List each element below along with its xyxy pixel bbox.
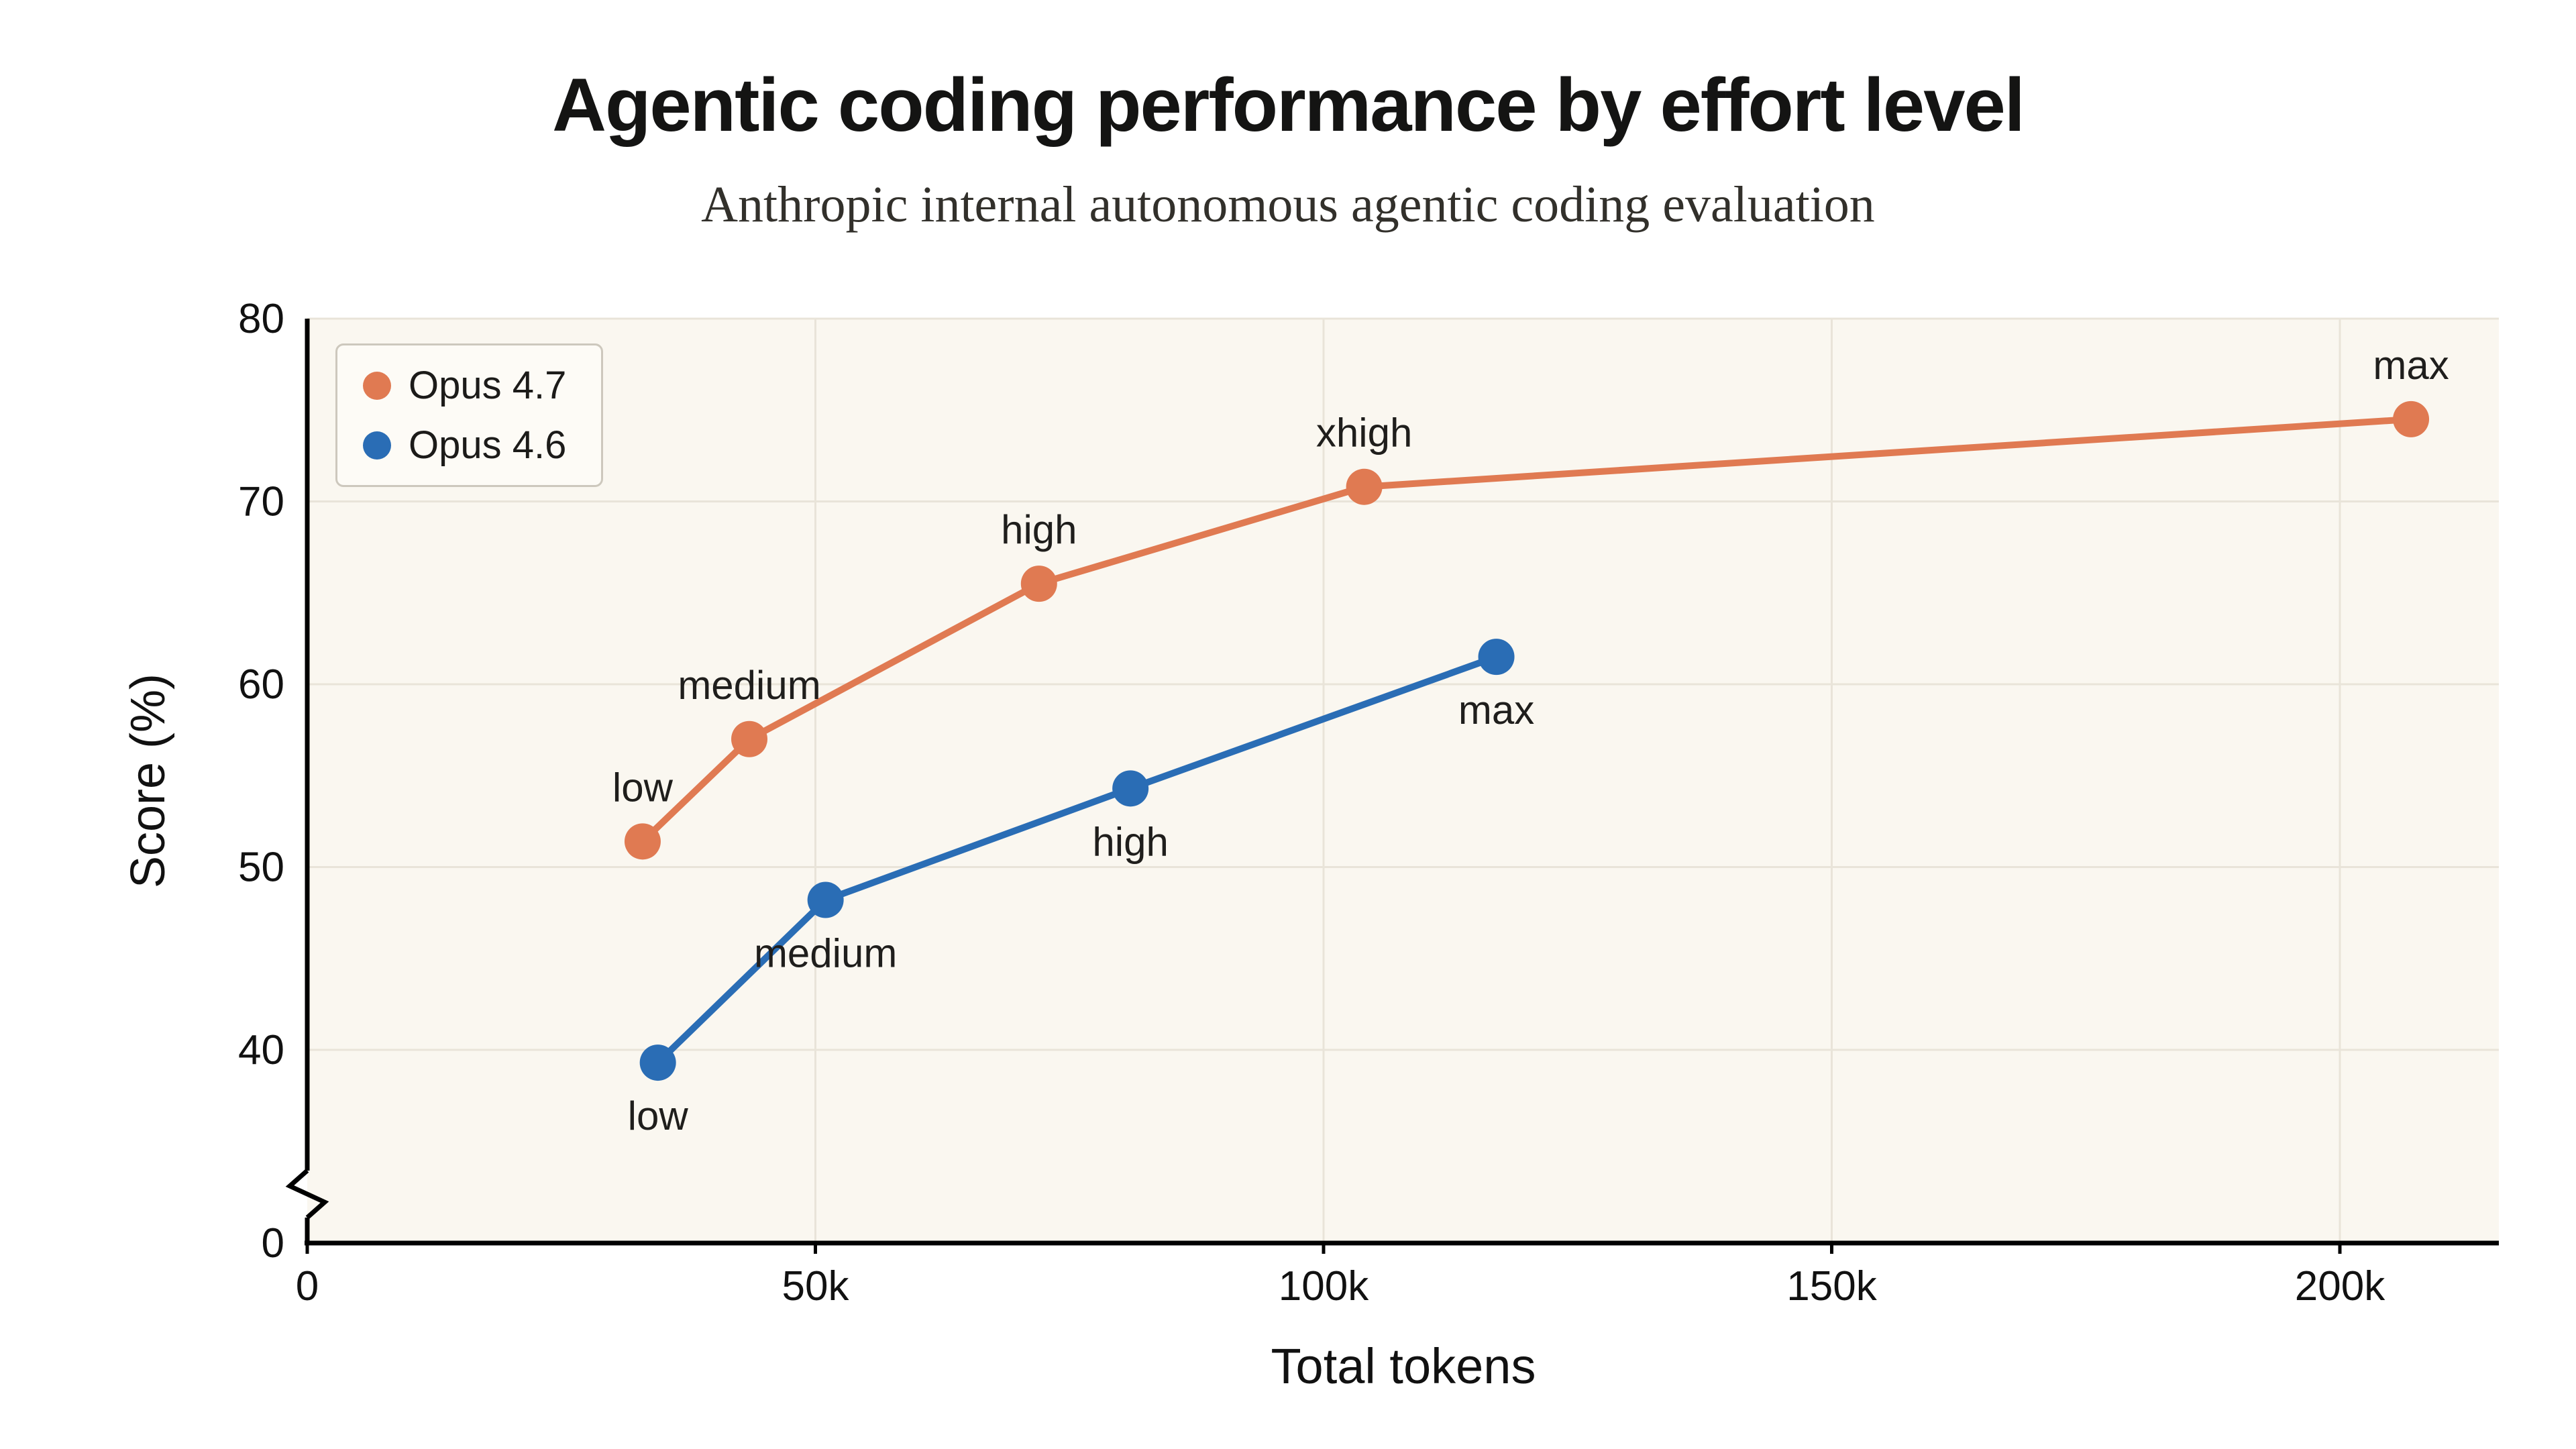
data-point-high — [1020, 566, 1057, 602]
x-tick-label-0: 0 — [296, 1263, 319, 1309]
x-tick-label-150k: 150k — [1786, 1263, 1877, 1309]
point-label-high: high — [1092, 819, 1168, 864]
point-label-low: low — [628, 1093, 689, 1138]
data-point-medium — [807, 881, 844, 918]
point-label-medium: medium — [678, 663, 820, 708]
data-point-high — [1112, 770, 1149, 807]
y-tick-label-70: 70 — [238, 479, 284, 525]
point-label-medium: medium — [754, 931, 897, 976]
point-label-max: max — [1458, 688, 1534, 733]
y-axis-title: Score (%) — [121, 674, 175, 888]
data-point-xhigh — [1346, 468, 1383, 505]
x-tick-label-200k: 200k — [2295, 1263, 2385, 1309]
x-axis-title: Total tokens — [1271, 1338, 1536, 1394]
point-label-low: low — [612, 765, 674, 810]
x-tick-label-100k: 100k — [1279, 1263, 1369, 1309]
series-line-opus-4-6 — [654, 653, 1500, 1067]
legend-marker-opus-4-6 — [363, 431, 391, 460]
chart-subtitle: Anthropic internal autonomous agentic co… — [701, 176, 1875, 233]
data-point-max — [1478, 639, 1515, 676]
legend-item-opus-4-6: Opus 4.6 — [363, 423, 566, 468]
legend-label-opus-4-6: Opus 4.6 — [409, 423, 567, 467]
x-tick-label-50k: 50k — [782, 1263, 850, 1309]
y-tick-label-50: 50 — [238, 845, 284, 891]
data-point-low — [639, 1044, 676, 1081]
data-point-low — [624, 823, 661, 860]
legend-label-opus-4-7: Opus 4.7 — [409, 364, 567, 407]
y-tick-label-40: 40 — [238, 1027, 284, 1073]
plot-area — [307, 319, 2499, 1243]
point-label-max: max — [2373, 343, 2449, 388]
point-label-high: high — [1001, 507, 1077, 552]
chart-title: Agentic coding performance by effort lev… — [552, 63, 2025, 147]
y-tick-label-80: 80 — [238, 296, 284, 342]
data-point-max — [2393, 400, 2430, 437]
y-tick-label-60: 60 — [238, 661, 284, 708]
legend-marker-opus-4-7 — [363, 371, 391, 400]
legend-item-opus-4-7: Opus 4.7 — [363, 363, 566, 408]
y-tick-label-zero: 0 — [262, 1220, 284, 1267]
y-axis-break — [285, 1169, 329, 1220]
point-label-xhigh: xhigh — [1316, 411, 1412, 455]
legend: Opus 4.7 Opus 4.6 — [335, 343, 604, 487]
data-point-medium — [731, 720, 768, 757]
